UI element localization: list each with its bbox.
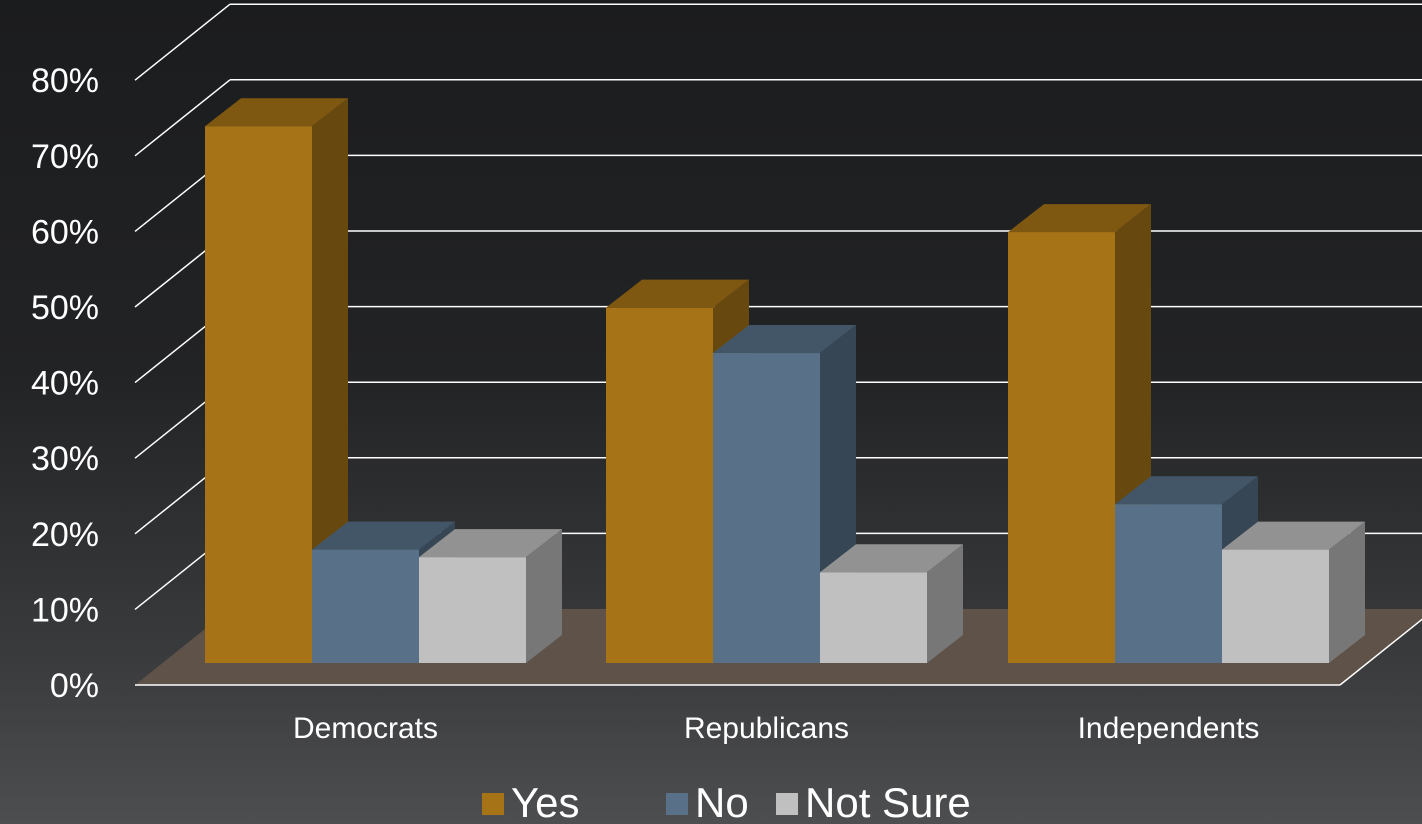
legend-item: No — [666, 779, 749, 824]
legend: Yes No Not Sure — [482, 779, 971, 824]
legend-swatch — [482, 793, 504, 815]
bar — [1008, 204, 1151, 663]
bar-top-face — [606, 279, 749, 308]
y-tick-label: 20% — [31, 516, 99, 554]
y-tick-label: 50% — [31, 289, 99, 327]
bar-top-face — [419, 529, 562, 558]
legend-item: Yes — [482, 779, 580, 824]
y-axis-ticks: 0% 10% 20% 30% 40% 50% 60% 70% 80% — [31, 62, 99, 705]
bar-front-face — [1222, 549, 1329, 663]
bar-top-face — [1222, 521, 1365, 550]
bar-front-face — [205, 126, 312, 664]
x-axis-categories: Democrats Republicans Independents — [293, 712, 1259, 745]
bar — [205, 98, 348, 664]
bar — [820, 544, 963, 663]
side-gridline — [134, 79, 231, 157]
y-tick-label: 80% — [31, 62, 99, 100]
bar-side-face — [526, 529, 562, 663]
y-tick-label: 70% — [31, 138, 99, 176]
bar-top-face — [1115, 476, 1258, 505]
bar-side-face — [927, 544, 963, 663]
y-tick-label: 10% — [31, 591, 99, 629]
y-tick-label: 30% — [31, 440, 99, 478]
x-category-label: Republicans — [684, 712, 849, 745]
y-tick-label: 0% — [50, 667, 99, 705]
floor-right-edge — [1339, 618, 1422, 686]
legend-swatch — [776, 793, 798, 815]
bar-top-face — [713, 325, 856, 354]
bar — [1222, 521, 1365, 663]
bar — [419, 529, 562, 663]
bar-side-face — [312, 98, 348, 664]
legend-label: Not Sure — [805, 779, 971, 824]
x-category-label: Democrats — [293, 712, 438, 745]
bar-top-face — [1008, 204, 1151, 233]
legend-label: Yes — [511, 779, 580, 824]
legend-item: Not Sure — [776, 779, 971, 824]
bar-side-face — [1329, 521, 1365, 663]
bar-top-face — [205, 98, 348, 127]
bar-front-face — [606, 307, 713, 663]
legend-swatch — [666, 793, 688, 815]
bar-front-face — [820, 572, 927, 663]
bar — [713, 325, 856, 663]
bar-front-face — [713, 353, 820, 663]
bar-front-face — [312, 549, 419, 663]
bars — [205, 98, 1365, 664]
bar-front-face — [419, 557, 526, 663]
bar-front-face — [1008, 232, 1115, 663]
bar-top-face — [820, 544, 963, 573]
bar-top-face — [312, 521, 455, 550]
bar-front-face — [1115, 504, 1222, 663]
y-tick-label: 60% — [31, 213, 99, 251]
legend-label: No — [695, 779, 749, 824]
side-gridline — [134, 3, 231, 81]
y-tick-label: 40% — [31, 365, 99, 403]
x-category-label: Independents — [1078, 712, 1260, 745]
